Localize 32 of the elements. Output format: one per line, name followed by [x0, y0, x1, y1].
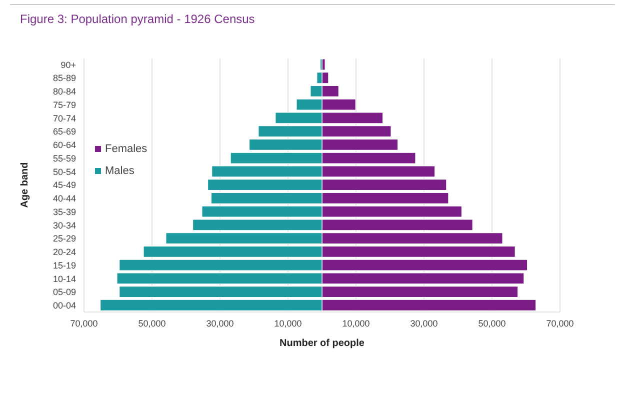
x-tick-label: 50,000: [478, 318, 506, 328]
y-tick-label: 10-14: [52, 274, 76, 284]
y-tick-label: 30-34: [52, 220, 76, 230]
y-tick-label: 20-24: [52, 247, 76, 258]
legend-label: Males: [105, 165, 134, 177]
y-tick-label: 90+: [60, 60, 76, 70]
y-tick-label: 25-29: [52, 234, 76, 244]
y-tick-label: 60-64: [52, 140, 76, 150]
y-tick-label: 50-54: [52, 166, 76, 177]
x-tick-label: 10,000: [342, 318, 370, 328]
y-tick-label: 65-69: [52, 126, 76, 137]
y-tick-label: 15-19: [52, 260, 76, 270]
y-axis-title: Age band: [20, 162, 31, 208]
y-tick-label: 45-49: [52, 180, 76, 190]
x-tick-label: 30,000: [410, 318, 438, 328]
y-tick-label: 40-44: [52, 194, 76, 204]
x-tick-label: 70,000: [70, 318, 98, 328]
y-tick-label: 75-79: [52, 100, 76, 110]
y-tick-label: 70-74: [52, 113, 76, 124]
legend-label: Females: [105, 143, 148, 155]
x-tick-label: 70,000: [546, 318, 574, 328]
chart-title: Figure 3: Population pyramid - 1926 Census: [20, 12, 255, 26]
x-tick-label: 30,000: [206, 318, 234, 328]
y-tick-label: 85-89: [52, 73, 76, 84]
y-tick-label: 55-59: [52, 153, 76, 164]
x-tick-label: 50,000: [138, 318, 166, 328]
x-axis-title: Number of people: [279, 338, 365, 349]
y-tick-label: 35-39: [52, 206, 76, 217]
x-tick-label: 10,000: [274, 318, 302, 328]
y-tick-label: 05-09: [52, 287, 76, 298]
y-tick-label: 80-84: [52, 86, 76, 97]
y-tick-label: 00-04: [52, 300, 76, 311]
